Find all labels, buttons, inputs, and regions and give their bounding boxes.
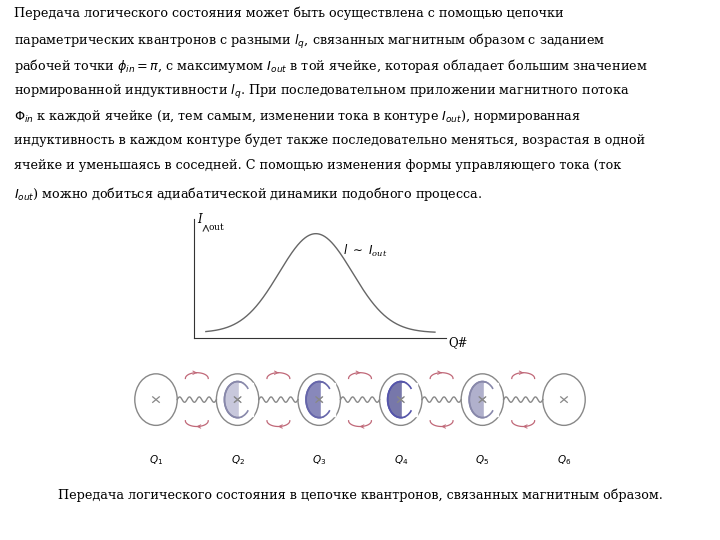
Text: Передача логического состояния в цепочке квантронов, связанных магнитным образом: Передача логического состояния в цепочке… — [58, 489, 662, 502]
Text: нормированной индуктивности $l_q$. При последовательном приложении магнитного по: нормированной индуктивности $l_q$. При п… — [14, 83, 630, 101]
Ellipse shape — [387, 382, 414, 417]
Text: параметрических квантронов с разными $l_q$, связанных магнитным образом с задани: параметрических квантронов с разными $l_… — [14, 32, 606, 51]
Text: $l\ \sim\ I_{\mathregular{out}}$: $l\ \sim\ I_{\mathregular{out}}$ — [343, 244, 387, 259]
Bar — [484, 383, 498, 416]
Text: $Q_5$: $Q_5$ — [475, 453, 490, 467]
Ellipse shape — [469, 382, 495, 417]
Text: $Q_4$: $Q_4$ — [394, 453, 408, 467]
Text: $\mathregular{I}$: $\mathregular{I}$ — [197, 212, 204, 226]
Text: $Q_3$: $Q_3$ — [312, 453, 326, 467]
Text: $Q_2$: $Q_2$ — [230, 453, 245, 467]
Text: Q#: Q# — [449, 336, 468, 349]
Text: $\Phi_{in}$ к каждой ячейке (и, тем самым, изменении тока в контуре $I_{out}$), : $\Phi_{in}$ к каждой ячейке (и, тем самы… — [14, 109, 581, 125]
Bar — [239, 383, 253, 416]
Text: индуктивность в каждом контуре будет также последовательно меняться, возрастая в: индуктивность в каждом контуре будет так… — [14, 134, 646, 147]
Text: $I_{out}$) можно добиться адиабатической динамики подобного процесса.: $I_{out}$) можно добиться адиабатической… — [14, 185, 482, 203]
Text: $Q_1$: $Q_1$ — [149, 453, 163, 467]
Text: $\mathregular{out}$: $\mathregular{out}$ — [208, 220, 225, 232]
Ellipse shape — [225, 382, 251, 417]
Text: рабочей точки $\phi_{in}=\pi$, с максимумом $I_{out}$ в той ячейке, которая обла: рабочей точки $\phi_{in}=\pi$, с максиму… — [14, 57, 648, 76]
Ellipse shape — [306, 382, 333, 417]
Bar — [402, 383, 417, 416]
Text: ячейке и уменьшаясь в соседней. С помощью изменения формы управляющего тока (ток: ячейке и уменьшаясь в соседней. С помощь… — [14, 159, 621, 172]
Bar — [320, 383, 335, 416]
Text: $Q_6$: $Q_6$ — [557, 453, 571, 467]
Text: Передача логического состояния может быть осуществлена с помощью цепочки: Передача логического состояния может быт… — [14, 6, 564, 20]
